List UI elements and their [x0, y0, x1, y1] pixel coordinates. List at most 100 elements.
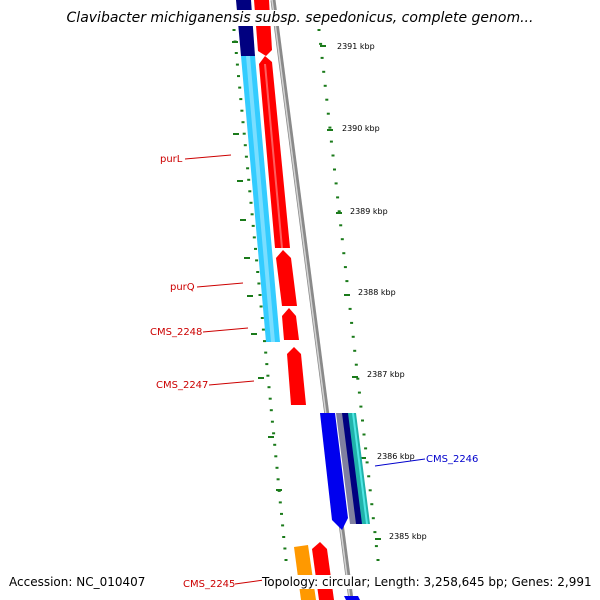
gene-label-CMS_2248[interactable]: CMS_2248 — [150, 327, 202, 338]
cds-purQ[interactable] — [276, 250, 297, 306]
ruler-dot — [266, 374, 270, 377]
ruler-dot — [368, 489, 372, 492]
ruler-dot — [336, 196, 340, 199]
ruler-dot — [273, 443, 277, 446]
ruler-dot — [343, 266, 347, 269]
navy-strip — [342, 413, 363, 524]
ruler-dot — [259, 305, 263, 308]
ruler-dot — [359, 405, 363, 408]
ruler-dot — [254, 247, 257, 250]
map-title: Clavibacter michiganensis subsp. sepedon… — [0, 10, 600, 26]
ruler-dot — [274, 455, 278, 458]
ruler-dot — [278, 501, 282, 504]
ruler-dot — [373, 531, 377, 534]
ruler-dot — [361, 419, 364, 422]
ruler-dot — [267, 386, 271, 389]
ruler-dot — [240, 109, 244, 112]
ruler-dot — [322, 70, 326, 73]
ruler-dot — [367, 475, 371, 478]
inner-ruler — [232, 41, 282, 491]
ruler-dot — [264, 351, 268, 354]
ruler-dot — [348, 307, 352, 310]
ruler-dot — [282, 536, 286, 538]
ruler-dot — [339, 224, 343, 227]
ruler-dot — [276, 478, 280, 481]
ruler-dot — [243, 144, 247, 147]
ruler-dot — [350, 321, 354, 324]
ruler-dot — [251, 224, 255, 227]
ruler-dot — [261, 328, 265, 331]
ruler-dot — [319, 42, 323, 45]
ruler-dot — [345, 280, 349, 283]
ruler-dot — [281, 524, 285, 527]
ruler-dot — [270, 420, 274, 423]
cds-arrow[interactable] — [254, 0, 272, 56]
gene-label-purQ[interactable]: purQ — [170, 282, 195, 293]
ruler-dot — [239, 98, 243, 101]
ruler-dot — [242, 132, 246, 135]
cds-CMS_2246[interactable] — [320, 413, 348, 530]
cds-purL[interactable] — [259, 56, 290, 248]
ruler-dot — [256, 271, 260, 273]
ruler-dot — [234, 52, 238, 54]
ruler-dot — [272, 432, 276, 435]
ruler-dot — [337, 210, 341, 213]
ruler-dot — [255, 259, 259, 262]
navy-track[interactable] — [236, 0, 255, 56]
cyan-track[interactable] — [241, 56, 280, 342]
tick-label: 2391 kbp — [337, 42, 375, 51]
ruler-dot — [331, 154, 335, 157]
gene-label-CMS_2246[interactable]: CMS_2246 — [426, 454, 478, 465]
cds-CMS_2247[interactable] — [287, 347, 306, 405]
tick-labels: 2391 kbp 2390 kbp 2389 kbp 2388 kbp 2387… — [337, 42, 427, 541]
ruler-dot — [354, 363, 358, 366]
ruler-dot — [376, 559, 380, 561]
ruler-dot — [232, 29, 236, 31]
ruler-dot — [364, 447, 368, 450]
ruler-dot — [326, 112, 330, 115]
tick-label: 2390 kbp — [342, 124, 380, 133]
ruler-dot — [333, 168, 336, 171]
ruler-dot — [275, 466, 279, 469]
tick-label: 2389 kbp — [350, 207, 388, 216]
ruler-dot — [244, 155, 248, 158]
ruler-dot — [362, 433, 366, 436]
ruler-dot — [325, 98, 329, 101]
ruler-dot — [317, 29, 321, 31]
ruler-dot — [260, 317, 264, 319]
ruler-dot — [250, 213, 254, 216]
outer-ruler — [320, 45, 381, 540]
ruler-dot — [265, 363, 269, 366]
tick-label: 2386 kbp — [377, 452, 415, 461]
gene-label-purL[interactable]: purL — [160, 154, 183, 165]
gene-label-CMS_2247[interactable]: CMS_2247 — [156, 380, 208, 391]
ruler-dot — [340, 238, 344, 241]
ruler-dot — [280, 512, 283, 515]
ruler-dot — [269, 409, 273, 412]
ruler-dot — [258, 294, 262, 296]
footer: Accession: NC_010407 Topology: circular;… — [0, 572, 600, 600]
tick-label: 2385 kbp — [389, 532, 427, 541]
ruler-dot — [371, 517, 375, 520]
ruler-dot — [283, 547, 287, 550]
blue-track-bottom — [344, 596, 360, 600]
ruler-dot — [334, 182, 338, 185]
gene-label-CMS_2245[interactable]: CMS_2245 — [183, 579, 235, 590]
ruler-dot — [284, 559, 288, 561]
ruler-dot — [353, 349, 357, 352]
genome-summary-text: Topology: circular; Length: 3,258,645 bp… — [262, 575, 592, 589]
cds-CMS_2248[interactable] — [282, 308, 299, 340]
ruler-dot — [374, 545, 378, 548]
ruler-dot — [252, 236, 256, 239]
ruler-dot — [329, 140, 333, 143]
ruler-dot — [241, 121, 245, 124]
ruler-dot — [235, 63, 239, 66]
outer-tracks — [320, 413, 370, 600]
ruler-dot — [320, 56, 324, 59]
ruler-dot — [357, 391, 361, 394]
tick-label: 2388 kbp — [358, 288, 396, 297]
ruler-dot — [248, 190, 252, 193]
ruler-dot — [246, 167, 250, 170]
ruler-dot — [257, 282, 261, 285]
